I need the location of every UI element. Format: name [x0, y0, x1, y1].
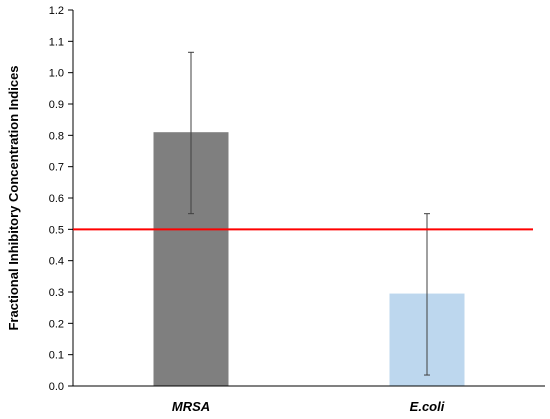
y-tick-label: 0.4: [49, 256, 64, 268]
error-bars: [188, 51, 430, 376]
y-tick-label: 0.5: [49, 224, 64, 236]
y-tick-label: 0.6: [49, 193, 64, 205]
y-tick-label: 0.7: [49, 162, 64, 174]
y-tick-label: 1.1: [49, 36, 64, 48]
y-tick-label: 0.8: [49, 130, 64, 142]
y-tick-label: 0.1: [49, 350, 64, 362]
y-tick-label: 0.0: [49, 381, 64, 393]
y-tick-label: 0.2: [49, 318, 64, 330]
y-tick-label: 1.0: [49, 68, 64, 80]
y-tick-label: 1.2: [49, 5, 64, 17]
x-category-label: E.coli: [410, 399, 445, 414]
bars: [153, 132, 465, 386]
y-tick-label: 0.9: [49, 99, 64, 111]
y-axis-title: Fractional Inhibitory Concentration Indi…: [6, 65, 21, 330]
y-axis-ticks: 0.0 0.1 0.2 0.3 0.4 0.5 0.6 0.7 0.8 0.9 1.0 1.1 1.2: [49, 5, 73, 393]
y-tick-label: 0.3: [49, 287, 64, 299]
x-category-label: MRSA: [172, 399, 210, 414]
x-axis-labels: MRSA E.coli: [172, 399, 445, 414]
